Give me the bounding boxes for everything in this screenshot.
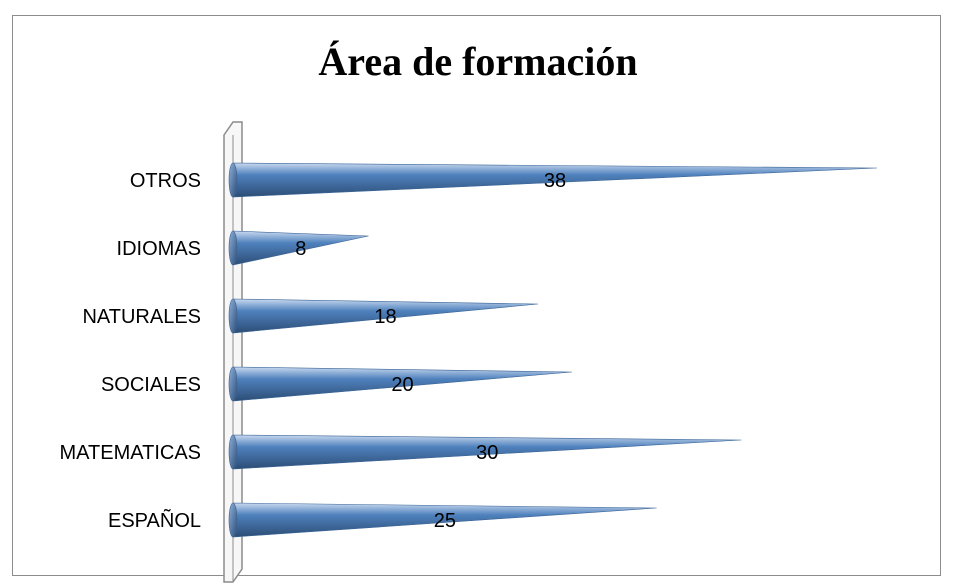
data-label: 8 (295, 238, 306, 260)
bar-base (228, 162, 238, 198)
bar-naturales (228, 298, 539, 334)
data-label: 30 (476, 442, 498, 464)
category-label: IDIOMAS (117, 238, 201, 260)
bar-otros (228, 162, 878, 198)
bar-base (228, 502, 238, 538)
bar-base (228, 230, 238, 266)
data-label: 38 (544, 170, 566, 192)
bar-base (228, 366, 238, 402)
bar-sociales (228, 366, 572, 402)
bar-base (228, 298, 238, 334)
data-label: 25 (434, 510, 456, 532)
bar-idiomas (228, 230, 369, 266)
bar-matematicas (228, 434, 742, 470)
bar-español (228, 502, 657, 538)
category-label: ESPAÑOL (108, 508, 201, 532)
category-label: NATURALES (82, 306, 201, 328)
chart-area-border (12, 15, 941, 576)
data-label: 20 (391, 374, 413, 396)
category-label: SOCIALES (101, 374, 201, 396)
chart-title: Área de formación (318, 39, 638, 84)
bar-base (228, 434, 238, 470)
category-label: OTROS (130, 170, 201, 192)
category-label: MATEMATICAS (60, 442, 201, 464)
data-label: 18 (374, 306, 396, 328)
